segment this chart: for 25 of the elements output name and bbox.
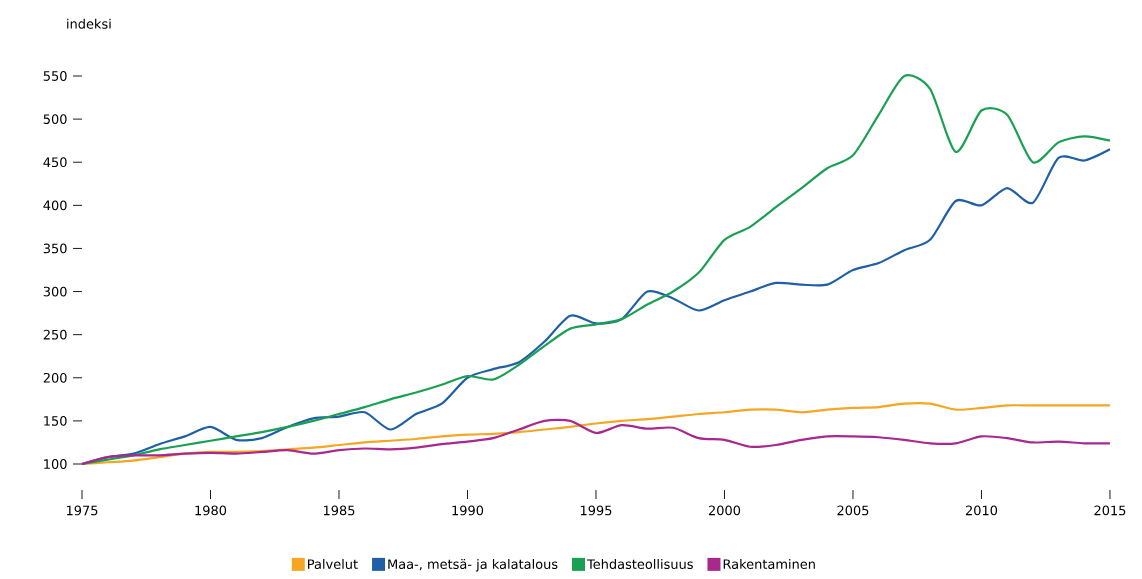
x-tick-label: 1990 — [452, 505, 484, 516]
x-tick-label: 1995 — [580, 505, 612, 516]
x-tick-label: 1985 — [323, 505, 355, 516]
y-axis-title: indeksi — [67, 18, 111, 29]
x-tick-label: 2015 — [1094, 505, 1126, 516]
legend-label: Rakentaminen — [723, 558, 815, 570]
y-tick-label: 350 — [43, 243, 67, 254]
y-tick-label: 550 — [43, 71, 67, 81]
y-tick-label: 300 — [43, 286, 67, 297]
y-tick-label: 200 — [43, 372, 67, 383]
y-tick-label: 150 — [44, 415, 67, 426]
y-tick-label: 500 — [43, 114, 67, 125]
legend-label: Maa-, metsä- ja kalatalous — [388, 558, 558, 572]
x-tick-label: 2000 — [708, 505, 741, 516]
x-tick-label: 2010 — [965, 505, 998, 516]
legend-label: Palvelut — [308, 558, 358, 570]
y-tick-label: 250 — [43, 329, 67, 340]
x-tick-label: 1975 — [66, 505, 98, 516]
line-series — [80, 418, 1112, 466]
x-tick-label: 1980 — [195, 505, 227, 516]
y-tick-label: 400 — [43, 200, 67, 211]
x-tick-label: 2005 — [837, 505, 869, 516]
y-tick-label: 100 — [44, 459, 67, 469]
legend-label: Tehdasteollisuus — [586, 558, 693, 570]
y-tick-label: 450 — [43, 157, 67, 168]
